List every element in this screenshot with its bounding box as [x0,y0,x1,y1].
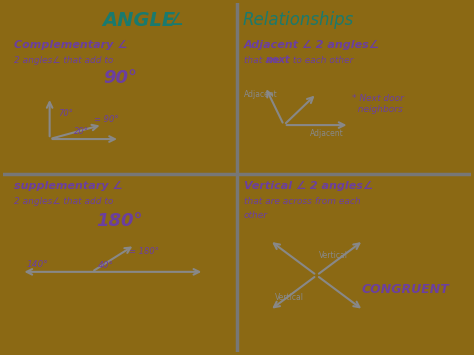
Text: Complementary ∠: Complementary ∠ [15,40,128,50]
Text: supplementary ∠: supplementary ∠ [15,181,123,191]
Text: 140°: 140° [26,260,48,269]
Text: CONGRUENT: CONGRUENT [362,283,449,296]
Text: 180°: 180° [97,212,143,230]
Text: 2 angles∠ that add to: 2 angles∠ that add to [15,197,114,207]
Text: 20°: 20° [74,127,89,136]
Text: Adjacent: Adjacent [310,129,343,138]
Text: = 90°: = 90° [94,115,119,124]
Text: Adjacent: Adjacent [244,90,278,99]
Text: ∠: ∠ [169,11,183,29]
Text: = 180°: = 180° [129,247,159,256]
Text: that are across from each: that are across from each [244,197,361,207]
Text: ANGLE: ANGLE [102,11,175,30]
Text: Vertical: Vertical [274,293,303,302]
Text: Vertical: Vertical [319,251,348,260]
Text: next: next [266,55,291,65]
Text: 40°: 40° [97,261,113,270]
Text: 2 angles∠ that add to: 2 angles∠ that add to [15,56,114,65]
Text: Vertical ∠ 2 angles∠: Vertical ∠ 2 angles∠ [244,181,373,191]
Text: to each other: to each other [290,56,353,65]
Text: that are: that are [244,56,283,65]
Text: Relationships: Relationships [242,11,354,29]
Text: Adjacent ∠ 2 angles∠: Adjacent ∠ 2 angles∠ [244,40,380,50]
Text: * Next door
  neighbors: * Next door neighbors [352,94,403,114]
Text: other: other [244,212,268,220]
Text: 90°: 90° [103,69,137,87]
Text: 70°: 70° [58,109,73,118]
